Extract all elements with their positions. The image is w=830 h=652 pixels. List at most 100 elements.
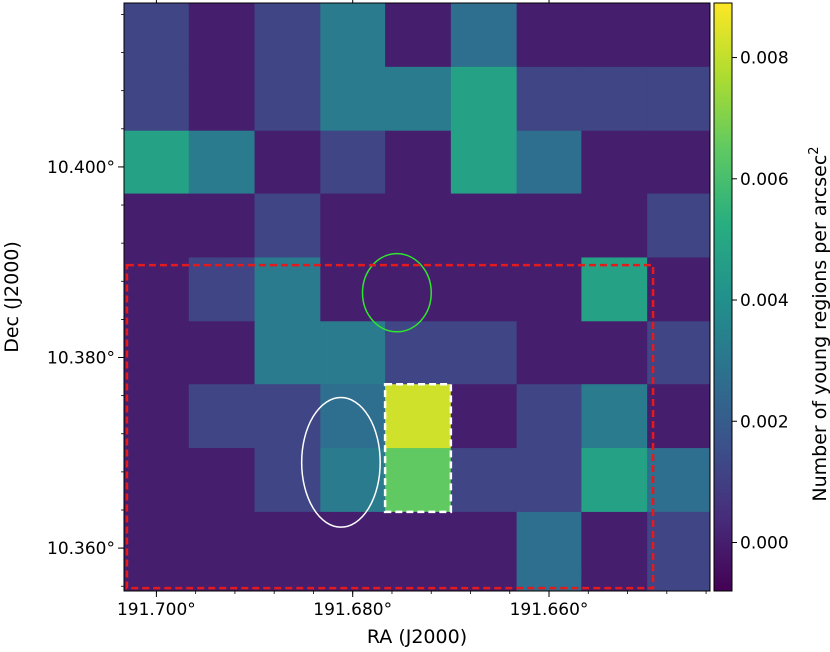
heatmap-cell — [647, 448, 710, 513]
x-axis: 191.700° 191.680° 191.660° — [117, 0, 707, 620]
colorbar-tick-label: 0.004 — [740, 291, 789, 311]
heatmap-cell — [581, 511, 648, 576]
y-tick-label: 10.360° — [47, 539, 115, 559]
heatmap-cell — [254, 66, 321, 132]
heatmap-cell — [647, 511, 710, 576]
heatmap-cell — [320, 3, 386, 68]
heatmap-cell — [124, 511, 190, 576]
red-dashed-box — [125, 263, 655, 590]
x-tick-label: 191.660° — [510, 600, 589, 620]
heatmap-cell — [320, 448, 386, 513]
heatmap-cell — [188, 3, 256, 68]
heatmap-cell — [581, 66, 648, 132]
heatmap-cell — [647, 193, 710, 259]
heatmap-cell — [254, 257, 321, 322]
heatmap-cell — [647, 257, 710, 322]
heatmap-cell — [188, 193, 256, 259]
heatmap-cell — [124, 66, 190, 132]
heatmap-cell — [385, 321, 452, 385]
heatmap-cell — [581, 448, 648, 513]
heatmap-cell — [581, 3, 648, 68]
heatmap-cell — [516, 66, 583, 132]
heatmap-cell — [385, 193, 452, 259]
y-tick-label: 10.400° — [47, 158, 115, 178]
heatmap-cell — [516, 3, 583, 68]
heatmap-cell — [647, 3, 710, 68]
y-axis: 10.400° 10.380° 10.360° — [47, 14, 124, 587]
heatmap-cell — [581, 193, 648, 259]
heatmap-cell — [581, 130, 648, 195]
colorbar-tick-label: 0.008 — [740, 49, 789, 69]
heatmap-cell — [385, 511, 452, 576]
heatmap-cell — [124, 448, 190, 513]
heatmap-cell — [450, 66, 518, 132]
colorbar-tick-label: 0.000 — [740, 534, 789, 554]
heatmap-cell — [516, 321, 583, 385]
heatmap-cells — [124, 3, 710, 591]
heatmap-cell — [647, 66, 710, 132]
colorbar — [713, 2, 733, 592]
heatmap-cell — [385, 130, 452, 195]
colorbar-tick-label: 0.002 — [740, 412, 789, 432]
heatmap-cell — [385, 66, 452, 132]
colorbar-tick-label: 0.006 — [740, 170, 789, 190]
heatmap-cell — [450, 321, 518, 385]
heatmap-cell — [124, 130, 190, 195]
heatmap-cell — [450, 448, 518, 513]
region-overlays — [125, 252, 655, 590]
heatmap-cell — [581, 321, 648, 385]
heatmap-cell — [450, 511, 518, 576]
heatmap-cell — [124, 193, 190, 259]
heatmap-cell — [450, 193, 518, 259]
heatmap-cell — [450, 257, 518, 322]
heatmap-cell — [320, 384, 386, 449]
heatmap-cell — [647, 574, 710, 591]
white-dashed-box — [383, 382, 453, 514]
colorbar-ticks: 0.000 0.002 0.004 0.006 0.008 — [732, 49, 789, 554]
heatmap-cell — [188, 384, 256, 449]
heatmap-cell — [188, 574, 256, 591]
heatmap-cell — [124, 574, 190, 591]
heatmap-cell — [124, 257, 190, 322]
heatmap-cell — [516, 384, 583, 449]
heatmap-cell — [254, 384, 321, 449]
heatmap-cell — [320, 66, 386, 132]
heatmap-cell — [254, 511, 321, 576]
heatmap-cell — [516, 448, 583, 513]
heatmap-cell — [450, 130, 518, 195]
y-tick-label: 10.380° — [47, 349, 115, 369]
heatmap-cell — [647, 130, 710, 195]
heatmap-cell — [188, 321, 256, 385]
white-circle — [300, 396, 381, 528]
green-ellipse — [361, 252, 432, 333]
heatmap-cell — [450, 384, 518, 449]
plot-frame — [123, 2, 711, 592]
heatmap-cell — [188, 448, 256, 513]
y-axis-label: Dec (J2000) — [1, 241, 23, 353]
heatmap-cell — [647, 321, 710, 385]
heatmap-cell — [581, 384, 648, 449]
heatmap-cell — [254, 574, 321, 591]
heatmap-cell — [320, 257, 386, 322]
heatmap-cell — [124, 384, 190, 449]
heatmap-cell — [385, 257, 452, 322]
heatmap-cell — [188, 130, 256, 195]
heatmap-cell — [320, 130, 386, 195]
heatmap-cell — [254, 3, 321, 68]
heatmap-cell — [516, 193, 583, 259]
heatmap-cell — [647, 384, 710, 449]
heatmap-cell — [320, 321, 386, 385]
heatmap-cell — [581, 257, 648, 322]
heatmap-cell — [320, 193, 386, 259]
heatmap-cell — [124, 321, 190, 385]
heatmap-cell — [516, 511, 583, 576]
heatmap-cell — [188, 511, 256, 576]
heatmap-cell — [320, 574, 386, 591]
x-tick-label: 191.700° — [117, 600, 196, 620]
heatmap-cell — [516, 257, 583, 322]
colorbar-label: Number of young regions per arcsec2 — [807, 146, 830, 501]
heatmap-cell — [254, 193, 321, 259]
heatmap-cell — [516, 130, 583, 195]
heatmap-cell — [385, 384, 452, 449]
